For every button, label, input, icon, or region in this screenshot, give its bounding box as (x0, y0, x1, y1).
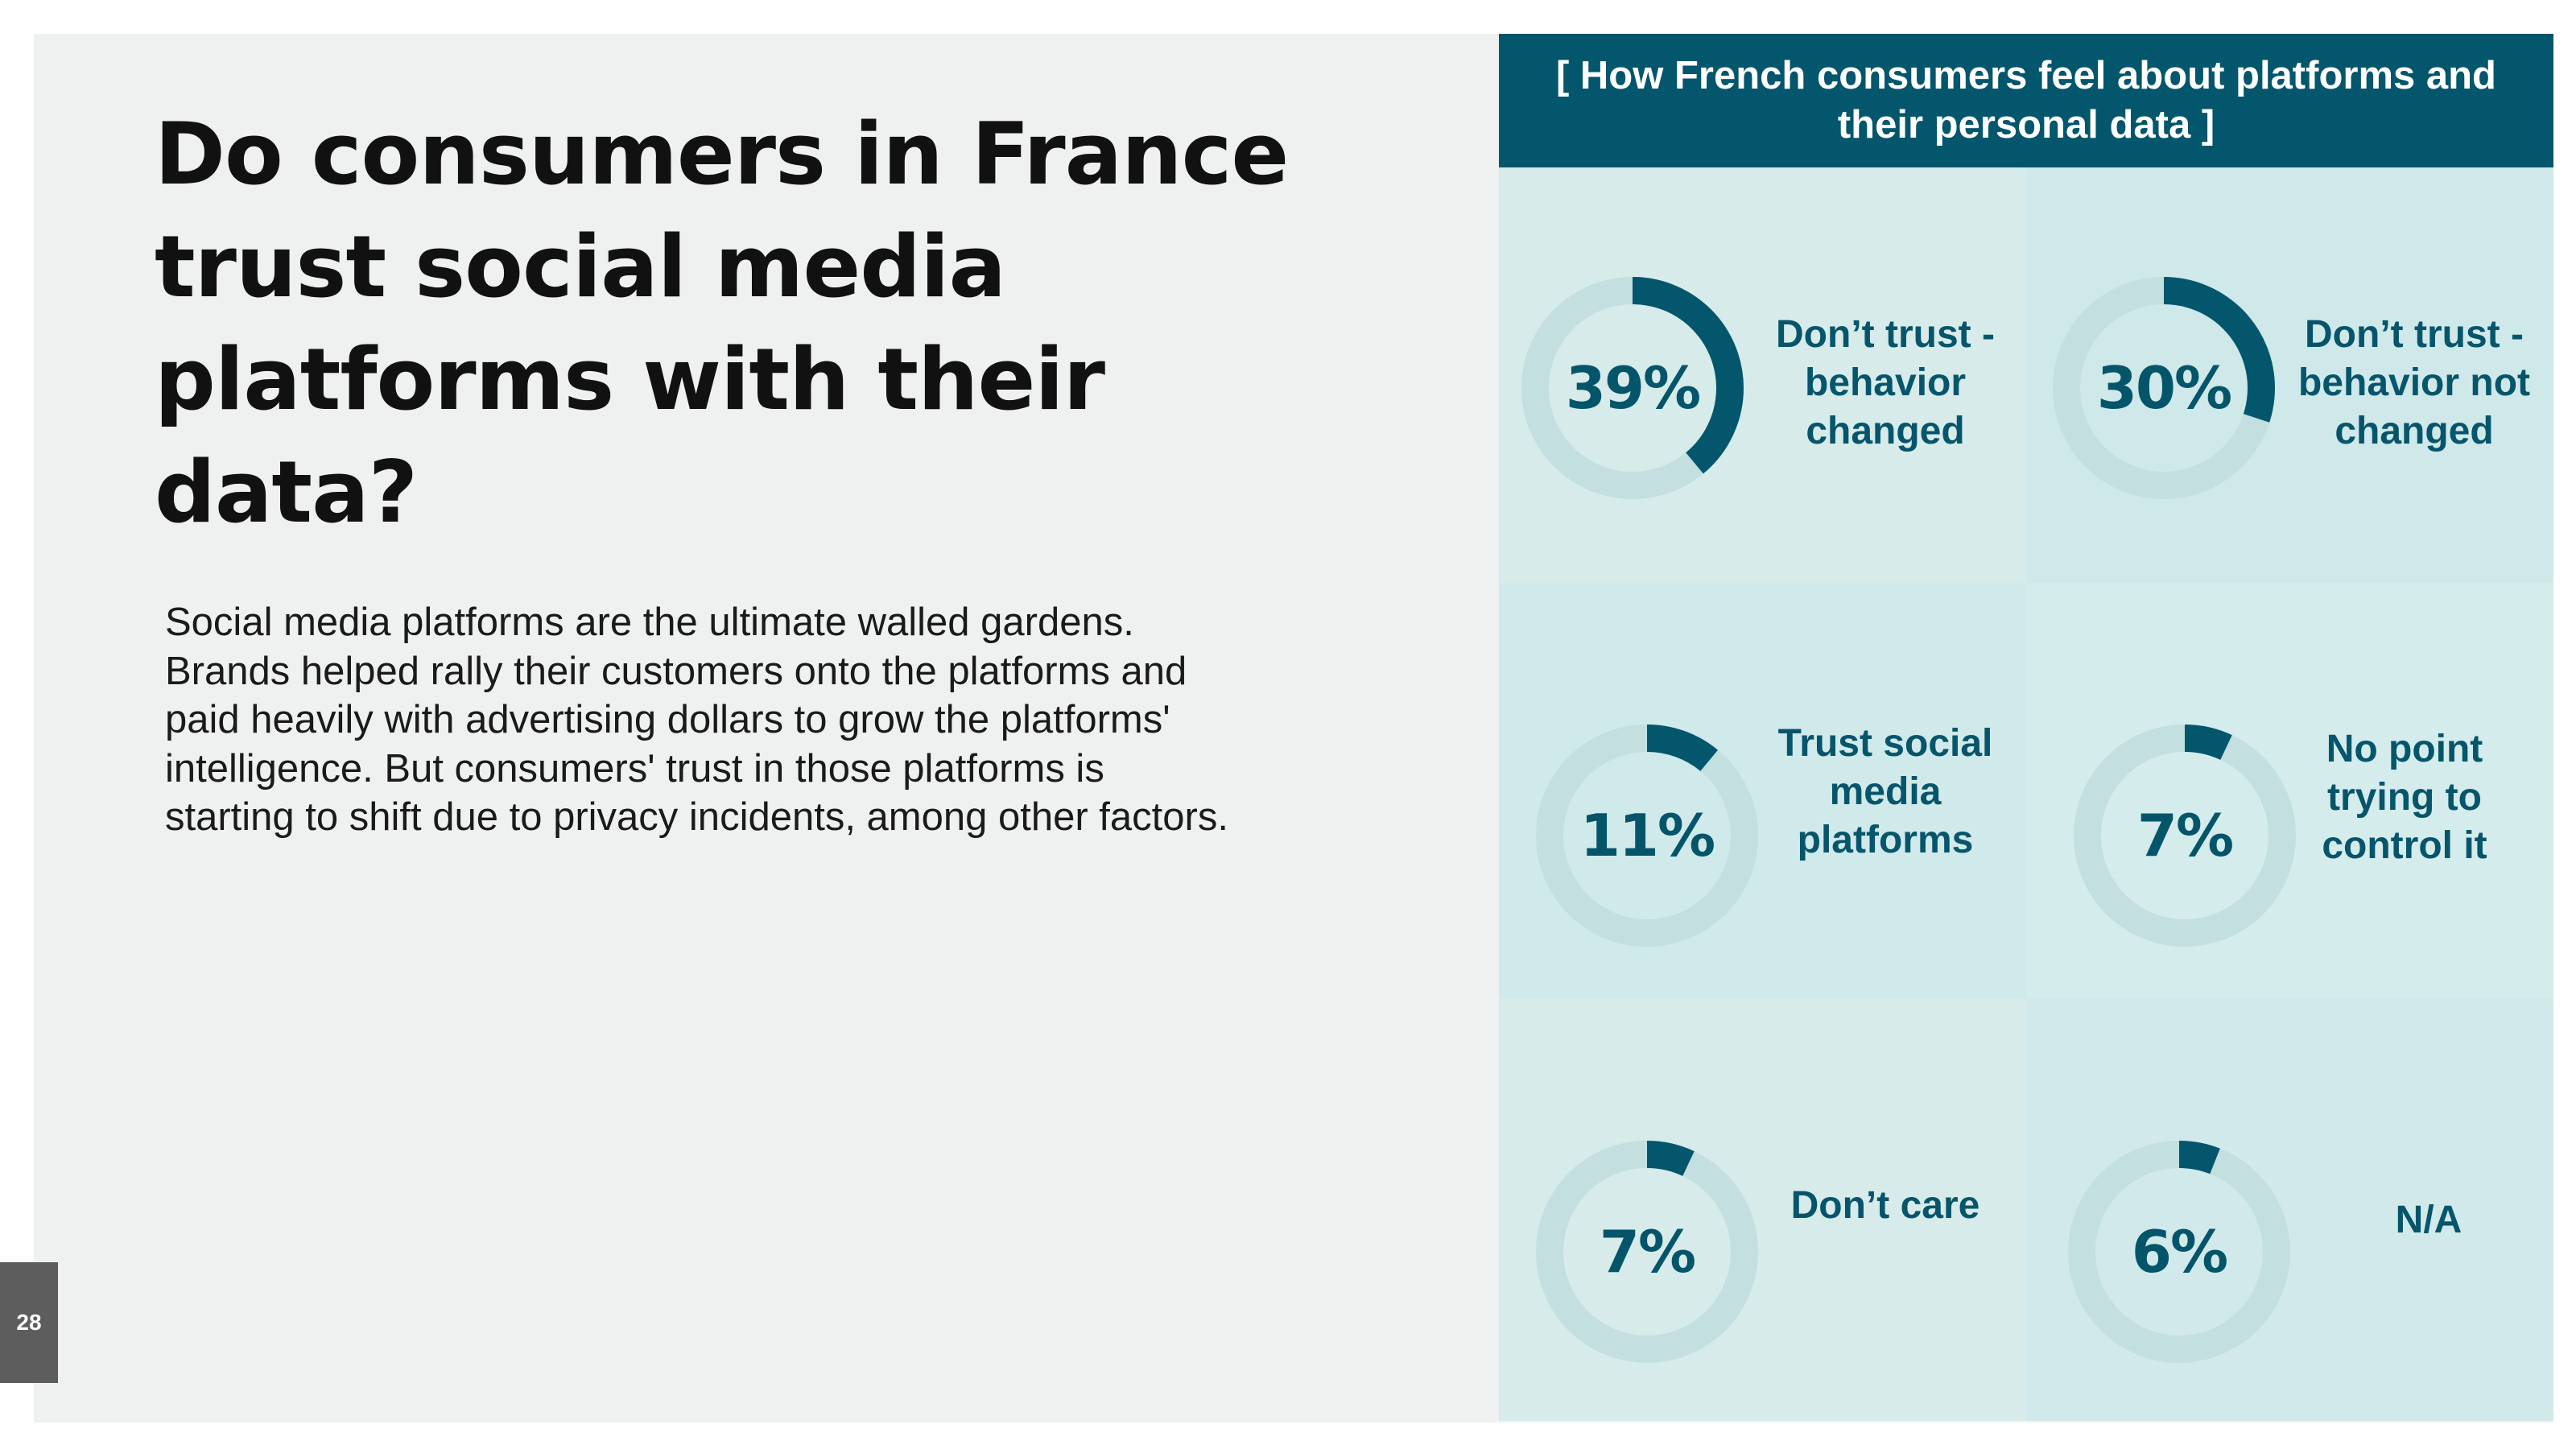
category-label: Don’t trust - behavior not changed (2297, 313, 2531, 452)
percent-label: 39% (1565, 354, 1701, 422)
category-label: N/A (2395, 1199, 2462, 1241)
percent-label: 11% (1579, 802, 1715, 869)
category-label: Don’t trust - behavior changed (1776, 313, 1995, 452)
chart-panel: [ How French consumers feel about platfo… (1499, 34, 2553, 1421)
category-label: Don’t care (1790, 1184, 1980, 1227)
chart-cell: 6% N/A (2026, 998, 2553, 1421)
donut-chart (2074, 724, 2296, 947)
body-paragraph: Social media platforms are the ultimate … (165, 601, 1228, 839)
chart-cell: 11% Trust social media platforms (1499, 583, 2026, 998)
donut-arc (1521, 277, 1744, 499)
chart-title: [ How French consumers feel about platfo… (1555, 54, 2496, 147)
donut-arc (2068, 1141, 2290, 1363)
donut-arc (1536, 1141, 1758, 1363)
chart-cell: 39% Don’t trust - behavior changed (1499, 167, 2026, 583)
donut-chart (1536, 1141, 1758, 1363)
donut-chart (1536, 724, 1758, 947)
chart-header: [ How French consumers feel about platfo… (1499, 34, 2553, 167)
percent-label: 7% (2136, 802, 2234, 869)
donut-arc (2074, 724, 2296, 947)
donut-chart (2053, 277, 2275, 499)
percent-label: 30% (2096, 354, 2232, 422)
chart-cell: 30% Don’t trust - behavior not changed (2026, 167, 2553, 583)
donut-arc (1536, 724, 1758, 947)
page-number-badge: 28 (0, 1262, 58, 1383)
donut-chart (1521, 277, 1744, 499)
category-label: No point trying to control it (2322, 728, 2487, 867)
category-label: Trust social media platforms (1777, 722, 1993, 861)
percent-label: 6% (2131, 1218, 2228, 1286)
percent-label: 7% (1599, 1218, 1696, 1286)
donut-arc (2053, 277, 2275, 499)
page-title: Do consumers in France trust social medi… (155, 105, 1289, 542)
chart-cell: 7% No point trying to control it (2026, 583, 2553, 998)
donut-chart (2068, 1141, 2290, 1363)
chart-cell: 7% Don’t care (1499, 998, 2026, 1421)
